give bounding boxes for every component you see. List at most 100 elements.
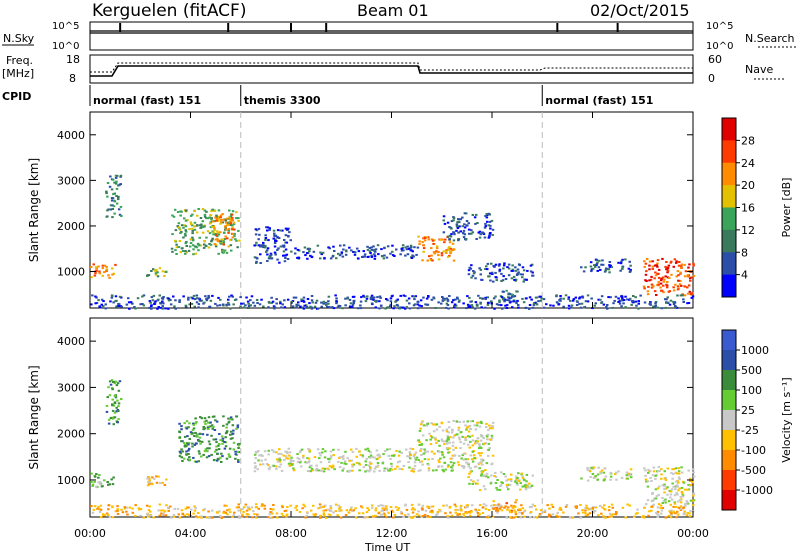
echo-cell [147,480,150,483]
echo-cell [148,514,152,517]
echo-cell [318,457,321,460]
echo-cell [107,422,111,425]
echo-cell [663,483,666,486]
echo-cell [383,247,386,250]
echo-cell [516,299,519,302]
echo-cell [114,300,117,303]
echo-cell [288,451,292,454]
echo-cell [674,512,677,515]
echo-cell [324,517,328,519]
echo-cell [436,512,439,515]
echo-cell [655,473,658,476]
echo-cell [179,232,182,235]
echo-cell [289,504,292,507]
echo-cell [105,269,108,272]
echo-cell [219,242,223,245]
echo-cell [222,231,226,234]
echo-cell [187,449,190,452]
echo-cell [614,473,617,476]
echo-cell [475,510,478,513]
echo-cell [352,302,355,304]
echo-cell [422,244,426,247]
echo-cell [272,450,276,453]
echo-cell [457,218,460,221]
echo-cell [265,463,269,465]
echo-cell [116,174,119,177]
echo-cell [365,457,368,460]
echo-cell [264,238,267,241]
echo-cell [183,445,187,448]
echo-cell [347,470,351,473]
echo-cell [225,224,229,227]
echo-cell [457,463,461,466]
echo-cell [324,504,327,507]
echo-cell [627,474,631,477]
echo-cell [381,509,384,512]
echo-cell [273,306,277,309]
echo-cell [514,515,518,518]
echo-cell [559,506,562,509]
echo-cell [408,451,412,454]
echo-cell [481,297,485,300]
echo-cell [447,451,450,454]
echo-cell [476,440,480,443]
echo-cell [671,477,674,480]
echo-cell [686,274,690,277]
echo-cell [457,509,460,511]
echo-cell [462,229,466,232]
echo-cell [258,233,261,236]
echo-cell [490,300,493,303]
echo-cell [673,501,676,504]
echo-cell [411,516,414,519]
echo-cell [642,516,646,519]
echo-cell [180,425,183,428]
colorbar-tick-label: 28 [741,134,755,147]
freq-panel [89,54,694,84]
echo-cell [114,181,117,184]
echo-cell [452,231,455,234]
echo-cell [523,484,527,487]
echo-cell [229,244,233,247]
echo-cell [462,515,466,517]
echo-cell [672,300,675,303]
echo-cell [366,469,369,472]
echo-cell [652,285,655,288]
echo-cell [471,305,474,308]
echo-cell [525,474,529,476]
echo-cell [423,237,427,239]
echo-cell [508,299,511,302]
echo-cell [196,435,199,438]
echo-cell [154,269,157,272]
echo-cell [469,470,472,473]
echo-cell [222,241,225,244]
echo-cell [502,264,506,267]
echo-cell [452,216,455,219]
echo-cell [364,448,367,451]
echo-region [467,470,534,492]
echo-cell [193,305,196,308]
echo-cell [205,297,208,300]
echo-cell [379,504,383,507]
echo-cell [681,495,685,498]
echo-cell [225,221,228,224]
echo-cell [244,304,247,307]
echo-cell [228,295,231,298]
echo-cell [227,229,230,232]
echo-cell [178,228,182,231]
echo-cell [620,476,624,479]
echo-cell [339,516,343,519]
echo-cell [456,227,460,229]
echo-cell [508,301,512,304]
echo-cell [510,504,513,507]
echo-cell [159,306,163,309]
echo-cell [687,266,690,269]
nsearch-label: N.Search [745,32,795,45]
echo-cell [235,211,238,214]
echo-cell [558,508,561,511]
echo-cell [445,447,449,449]
x-tick-label: 00:00 [677,527,709,540]
echo-cell [350,459,353,462]
echo-cell [183,514,186,517]
echo-cell [307,461,310,464]
echo-cell [461,465,464,467]
